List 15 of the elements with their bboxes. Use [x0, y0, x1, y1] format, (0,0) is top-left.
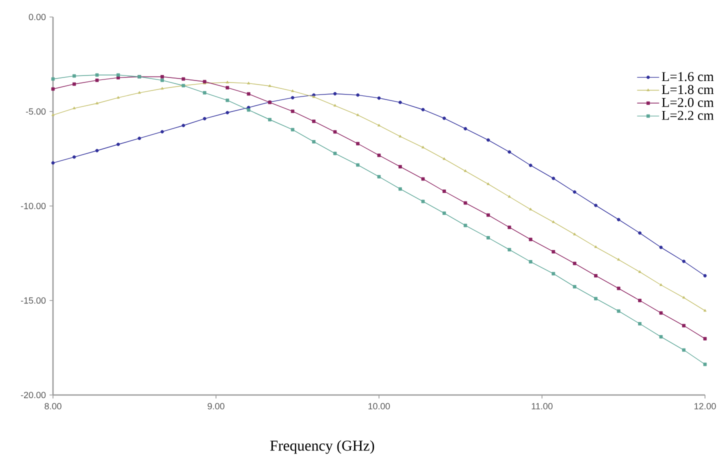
- x-tick-label: 11.00: [532, 403, 553, 410]
- y-tick-label: 0.00: [28, 14, 46, 20]
- legend-label: L=2.2 cm: [662, 110, 714, 120]
- y-tick-label: -20.00: [20, 392, 46, 398]
- x-tick-label: 9.00: [208, 403, 224, 410]
- legend-label: L=1.6 cm: [662, 72, 714, 82]
- x-tick-label: 12.00: [694, 403, 716, 410]
- y-tick-label: -15.00: [20, 297, 46, 304]
- x-tick-label: 8.00: [44, 403, 62, 410]
- legend-label: L=1.8 cm: [662, 84, 714, 94]
- y-tick-label: -10.00: [20, 202, 46, 210]
- legend-label: L=2.0 cm: [662, 98, 714, 108]
- x-tick-label: 10.00: [368, 403, 390, 410]
- x-axis-title: Frequency (GHz): [270, 440, 374, 454]
- y-tick-label: -5.00: [26, 108, 46, 115]
